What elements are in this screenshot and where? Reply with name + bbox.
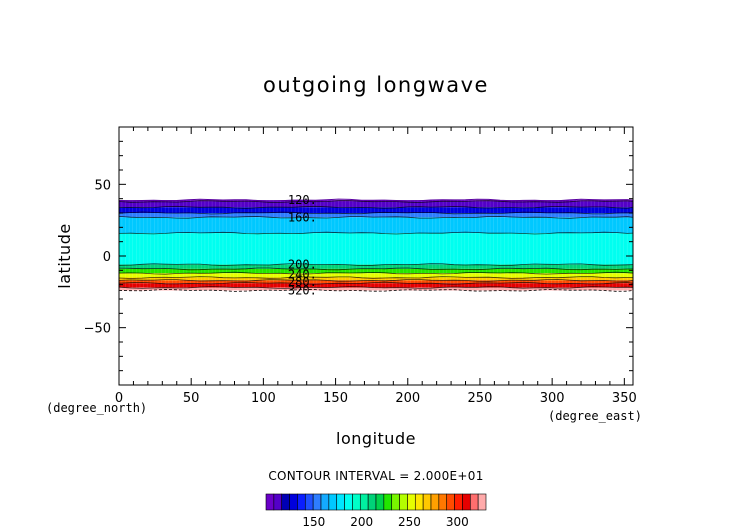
x-tick-label: 0 <box>115 391 123 406</box>
colorbar-swatch <box>414 493 424 511</box>
contour-line <box>118 278 634 282</box>
colorbar-swatch <box>399 493 408 511</box>
band <box>119 273 633 278</box>
x-unit-label: (degree_east) <box>548 409 642 423</box>
contour-label: 280. <box>288 275 317 289</box>
plot-area: 120. 160. 200.240.280.320. 0 50 100 150 200 250… <box>84 126 637 406</box>
contour-line <box>118 286 634 289</box>
contour-line <box>118 276 633 279</box>
contour-line <box>118 215 634 219</box>
contour-label: 320. <box>288 283 317 297</box>
y-tick-label: 50 <box>94 178 111 193</box>
colorbar-tick-label: 300 <box>446 515 469 529</box>
colorbar-swatch <box>446 493 455 511</box>
colorbar-swatch <box>289 493 298 511</box>
contour-interval-text: CONTOUR INTERVAL = 2.000E+01 <box>268 469 483 483</box>
grid-stripes <box>121 200 632 291</box>
colorbar-swatch <box>273 493 283 511</box>
colorbar-swatch <box>391 493 400 511</box>
band <box>119 213 633 218</box>
contour-line <box>118 288 634 292</box>
colorbar-tick-label: 150 <box>302 515 325 529</box>
x-axis-label: longitude <box>336 429 416 448</box>
contour-line <box>118 271 634 275</box>
y-axis-ticks: −50 0 50 <box>84 140 633 372</box>
colorbar <box>265 493 487 511</box>
x-axis-ticks: 0 50 100 150 200 250 300 350 <box>115 127 637 406</box>
band <box>119 233 633 265</box>
colorbar-swatch <box>281 493 290 511</box>
colorbar-swatch <box>375 493 385 511</box>
colorbar-swatch <box>359 493 369 511</box>
colorbar-swatch <box>336 493 345 511</box>
colorbar-tick-label: 250 <box>398 515 421 529</box>
contour-line <box>118 200 634 203</box>
y-axis-label: latitude <box>55 223 74 288</box>
x-tick-label: 150 <box>323 391 348 406</box>
contour-line <box>118 231 634 235</box>
band <box>119 207 633 213</box>
colorbar-swatch <box>422 493 432 511</box>
colorbar-swatch <box>407 493 416 511</box>
colorbar-swatch <box>477 493 487 511</box>
colorbar-swatch <box>352 493 361 511</box>
band <box>119 283 633 288</box>
x-tick-label: 100 <box>251 391 276 406</box>
band <box>119 201 633 208</box>
x-tick-label: 300 <box>540 391 565 406</box>
colorbar-ticks: 150 200 250 300 <box>302 515 468 529</box>
contour-label: 120. <box>288 193 317 207</box>
y-tick-label: −50 <box>84 322 111 337</box>
band <box>119 217 633 234</box>
band <box>119 280 633 284</box>
colorbar-swatch <box>344 493 353 511</box>
band <box>119 287 633 291</box>
colorbar-swatch <box>438 493 448 511</box>
colorbar-swatch <box>383 493 393 511</box>
contour-label: 160. <box>288 210 317 224</box>
chart-title: outgoing longwave <box>263 73 489 97</box>
band <box>119 268 633 274</box>
contour-labels: 120. 160. 200.240.280.320. <box>288 193 317 297</box>
colorbar-swatch <box>265 493 275 511</box>
x-tick-label: 200 <box>395 391 420 406</box>
band <box>119 277 633 281</box>
colorbar-tick-label: 200 <box>350 515 373 529</box>
y-unit-label: (degree_north) <box>46 401 147 415</box>
band <box>119 200 633 202</box>
colorbar-swatch <box>312 493 322 511</box>
x-tick-label: 250 <box>468 391 493 406</box>
band <box>119 264 633 269</box>
colorbar-swatch <box>462 493 471 511</box>
colorbar-swatch <box>328 493 338 511</box>
x-tick-label: 350 <box>612 391 637 406</box>
contour-line <box>118 263 634 267</box>
colorbar-swatch <box>430 493 440 511</box>
colorbar-swatch <box>297 493 306 511</box>
colorbar-swatch <box>454 493 463 511</box>
colorbar-swatch <box>469 493 479 511</box>
y-tick-label: 0 <box>103 250 111 265</box>
contour-label: 240. <box>288 268 317 282</box>
contour-line <box>118 205 634 209</box>
shaded-bands <box>119 200 633 291</box>
contour-label: 200. <box>288 258 317 272</box>
colorbar-swatch <box>367 493 377 511</box>
contour-lines <box>118 198 634 292</box>
contour-line <box>118 281 634 285</box>
contour-line <box>118 211 634 215</box>
contour-line <box>118 198 634 202</box>
x-tick-label: 50 <box>183 391 200 406</box>
colorbar-swatch <box>304 493 314 511</box>
contour-line <box>118 267 634 271</box>
colorbar-swatch <box>320 493 330 511</box>
